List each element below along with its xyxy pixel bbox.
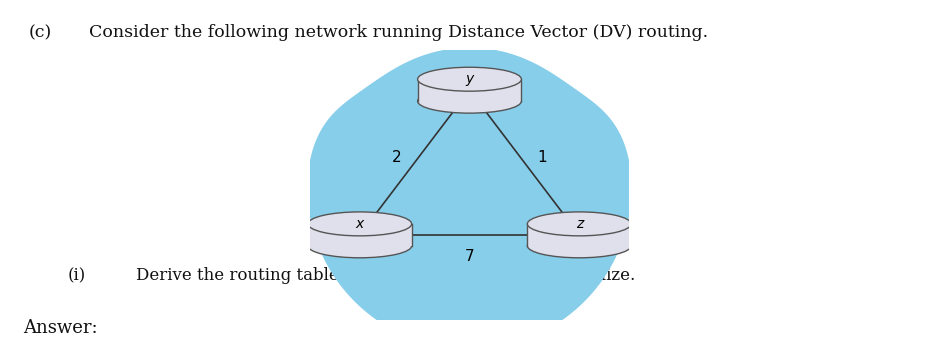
Ellipse shape xyxy=(418,89,521,113)
Text: Derive the routing tables at x, y,  and z when they stabilize.: Derive the routing tables at x, y, and z… xyxy=(136,267,636,284)
Text: y: y xyxy=(466,72,473,86)
Text: Consider the following network running Distance Vector (DV) routing.: Consider the following network running D… xyxy=(89,24,708,42)
Ellipse shape xyxy=(308,234,411,258)
FancyBboxPatch shape xyxy=(308,224,411,246)
Ellipse shape xyxy=(528,212,631,236)
Text: 2: 2 xyxy=(392,150,402,165)
Ellipse shape xyxy=(528,234,631,258)
Text: (c): (c) xyxy=(28,24,52,42)
Text: 7: 7 xyxy=(465,249,474,264)
Polygon shape xyxy=(308,48,631,348)
Text: 1: 1 xyxy=(537,150,547,165)
Ellipse shape xyxy=(308,212,411,236)
Ellipse shape xyxy=(418,67,521,91)
Text: z: z xyxy=(576,217,583,231)
Text: (i): (i) xyxy=(68,267,85,284)
Text: Answer:: Answer: xyxy=(23,319,98,337)
FancyBboxPatch shape xyxy=(418,79,521,101)
FancyBboxPatch shape xyxy=(528,224,631,246)
Text: x: x xyxy=(356,217,364,231)
